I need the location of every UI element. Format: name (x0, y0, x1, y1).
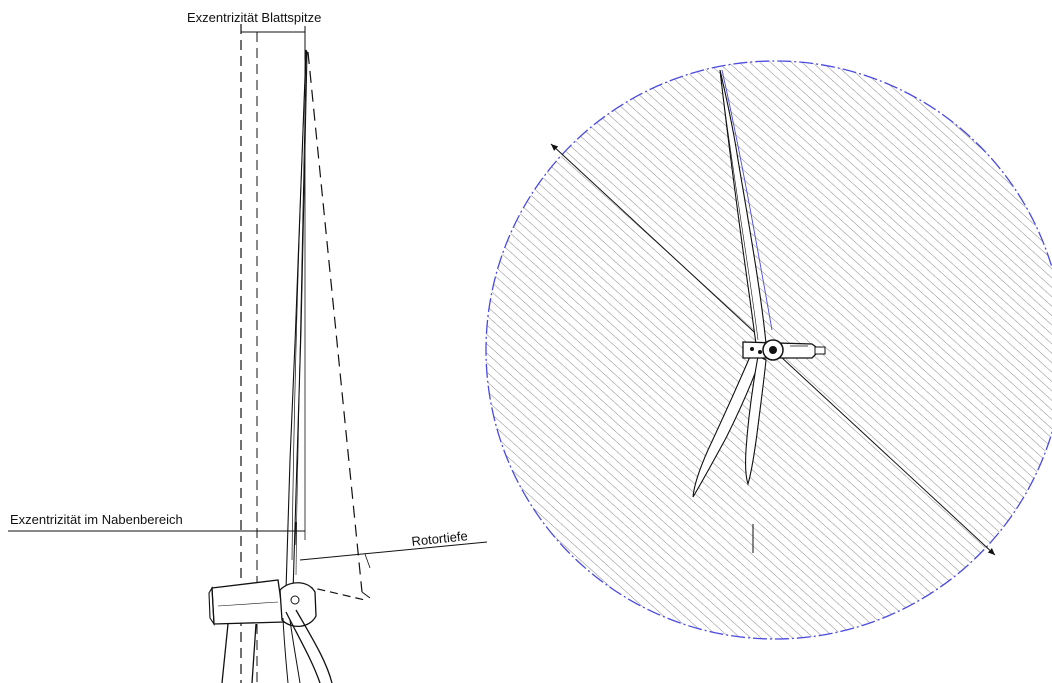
rotor-blade-up (719, 69, 767, 345)
front-view (485, 60, 1052, 640)
tower (221, 623, 257, 683)
lower-blade-1 (285, 609, 333, 683)
rotor-blade-left (692, 351, 761, 498)
rotor-blade-right (745, 355, 767, 486)
sweep-line (307, 51, 363, 593)
rotor-depth-leader (299, 541, 488, 561)
rotor-depth-label: Rotortiefe (411, 528, 469, 549)
side-view (8, 24, 488, 683)
hub-eccentricity-label: Exzentrizität im Nabenbereich (10, 512, 183, 527)
tip-eccentricity-label: Exzentrizität Blattspitze (187, 10, 321, 25)
nacelle (211, 579, 285, 625)
lower-blade-2 (282, 617, 301, 683)
hub (279, 582, 317, 627)
